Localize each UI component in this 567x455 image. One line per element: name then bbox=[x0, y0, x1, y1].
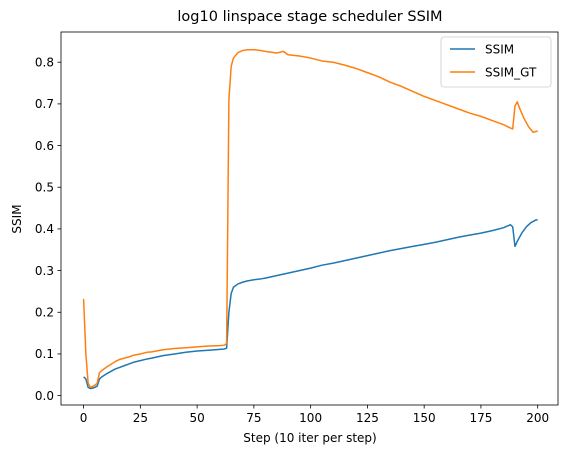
x-tick-label: 0 bbox=[80, 411, 88, 425]
y-tick-label: 0.1 bbox=[35, 347, 54, 361]
legend: SSIM SSIM_GT bbox=[440, 36, 552, 88]
x-tick-label: 175 bbox=[469, 411, 492, 425]
y-tick-label: 0.8 bbox=[35, 56, 54, 70]
x-tick-label: 25 bbox=[133, 411, 148, 425]
x-tick-label: 100 bbox=[299, 411, 322, 425]
x-tick-label: 75 bbox=[246, 411, 261, 425]
series-line-ssim bbox=[83, 219, 538, 390]
x-axis-ticks: 0 25 50 75 100 125 150 175 200 bbox=[80, 405, 549, 425]
y-axis-ticks: 0.0 0.1 0.2 0.3 0.4 0.5 0.6 0.7 0.8 bbox=[35, 56, 61, 403]
legend-label-ssim: SSIM bbox=[485, 43, 514, 57]
y-tick-label: 0.2 bbox=[35, 306, 54, 320]
series-layer bbox=[82, 48, 538, 390]
y-tick-label: 0.4 bbox=[35, 222, 54, 236]
axes-spines bbox=[60, 31, 559, 406]
chart-title: log10 linspace stage scheduler SSIM bbox=[177, 9, 442, 25]
plot-frame bbox=[61, 32, 558, 405]
y-tick-label: 0.3 bbox=[35, 264, 54, 278]
series-line-ssim-gt bbox=[82, 48, 538, 389]
x-tick-label: 125 bbox=[356, 411, 379, 425]
y-tick-label: 0.5 bbox=[35, 181, 54, 195]
plot-area: 0 25 50 75 100 125 150 175 200 0.00.10.20.30.40.… bbox=[35, 31, 559, 425]
y-tick-label: 0.7 bbox=[35, 97, 54, 111]
x-tick-label: 150 bbox=[413, 411, 436, 425]
x-axis-title: Step (10 iter per step) bbox=[243, 431, 376, 445]
y-tick-label: 0.0 bbox=[35, 389, 54, 403]
y-tick-label: 0.6 bbox=[35, 139, 54, 153]
legend-label-ssim-gt: SSIM_GT bbox=[485, 66, 537, 80]
x-tick-label: 50 bbox=[189, 411, 204, 425]
y-axis-title: SSIM bbox=[10, 204, 24, 233]
x-tick-label: 200 bbox=[526, 411, 549, 425]
